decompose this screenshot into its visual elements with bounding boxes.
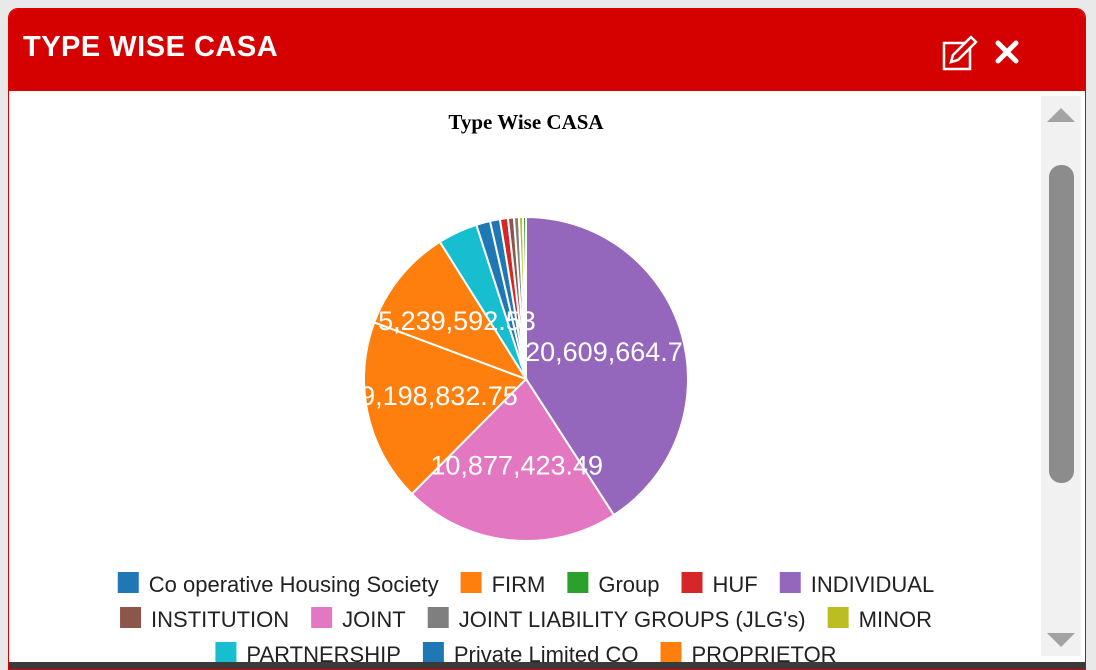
header-icons [942,35,1019,71]
legend-item: MINOR [827,607,932,632]
chart-title: Type Wise CASA [448,110,604,134]
legend-label: Co operative Housing Society [149,572,439,597]
legend-swatch [422,642,444,663]
legend: Co operative Housing Society FIRM Group HUF… [117,572,934,667]
scroll-down[interactable] [1047,633,1075,647]
legend-swatch [120,607,142,628]
legend-label: JOINT LIABILITY GROUPS (JLG's) [459,607,806,632]
panel-title: TYPE WISE CASA [23,31,279,63]
scroll-up[interactable] [1047,108,1075,122]
legend-swatch [779,572,801,593]
chart: Type Wise CASA 20,609,664.77 10,877,423.4… [9,96,1085,669]
legend-label: FIRM [492,572,546,597]
legend-item: Co operative Housing Society [117,572,439,597]
scroll-thumb[interactable] [1049,165,1074,483]
legend-swatch [827,607,849,628]
pie-slice [410,377,616,542]
legend-item: INSTITUTION [120,607,289,632]
legend-label: INDIVIDUAL [811,572,934,597]
pie-slice [521,215,527,380]
legend-label: HUF [713,572,758,597]
legend-item: JOINT LIABILITY GROUPS (JLG's) [427,607,806,632]
data-labels: 20,609,664.77 10,877,423.49 9,198,832.75 5,… [360,306,698,481]
edit-button[interactable] [942,35,978,71]
close-button[interactable] [995,40,1019,64]
legend-item: JOINT [311,607,406,632]
legend-label: Group [598,572,659,597]
legend-swatch [311,607,333,628]
legend-swatch [681,572,703,593]
data-label: 20,609,664.77 [525,337,698,367]
legend-label: MINOR [859,607,932,632]
pie-slice [372,240,529,381]
legend-swatch [660,642,682,663]
data-label: 10,877,423.49 [430,451,603,481]
legend-item: INDIVIDUAL [779,572,934,597]
legend-swatch [215,642,237,663]
legend-item: HUF [681,572,758,597]
legend-swatch [427,607,449,628]
pie [363,215,689,542]
legend-swatch [117,572,139,593]
legend-swatch [567,572,589,593]
legend-label: INSTITUTION [151,607,289,632]
pie-slice [363,321,528,496]
legend-item: Group [567,572,660,597]
data-label: 9,198,832.75 [360,381,518,411]
bottom-bar [9,662,1085,669]
data-label: 5,239,592.53 [378,306,536,336]
panel-header: TYPE WISE CASA [9,9,1085,91]
legend-label: JOINT [342,607,406,632]
panel: TYPE WISE CASA Type Wise CASA 20,609,664… [8,8,1086,670]
legend-item: FIRM [460,572,546,597]
legend-swatch [460,572,482,593]
